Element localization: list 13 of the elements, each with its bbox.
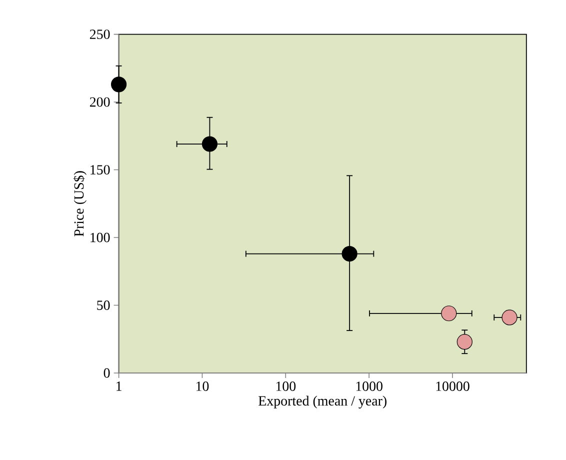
y-tick-label: 150: [90, 165, 110, 174]
x-tick-label: 1: [116, 382, 122, 391]
y-tick-label: 100: [90, 232, 110, 242]
y-tick-label: 250: [90, 30, 110, 40]
y-tick-label: 0: [104, 368, 110, 378]
y-axis-title: Price (US$): [73, 171, 87, 236]
x-tick-label: 100: [276, 382, 296, 391]
x-axis-title: Exported (mean / year): [258, 396, 386, 408]
x-tick-label: 10000: [436, 382, 470, 391]
x-tick-label: 1000: [356, 382, 382, 391]
x-tick-label: 10: [196, 382, 209, 391]
y-tick-label: 50: [97, 300, 110, 310]
y-tick-label: 200: [90, 97, 110, 107]
